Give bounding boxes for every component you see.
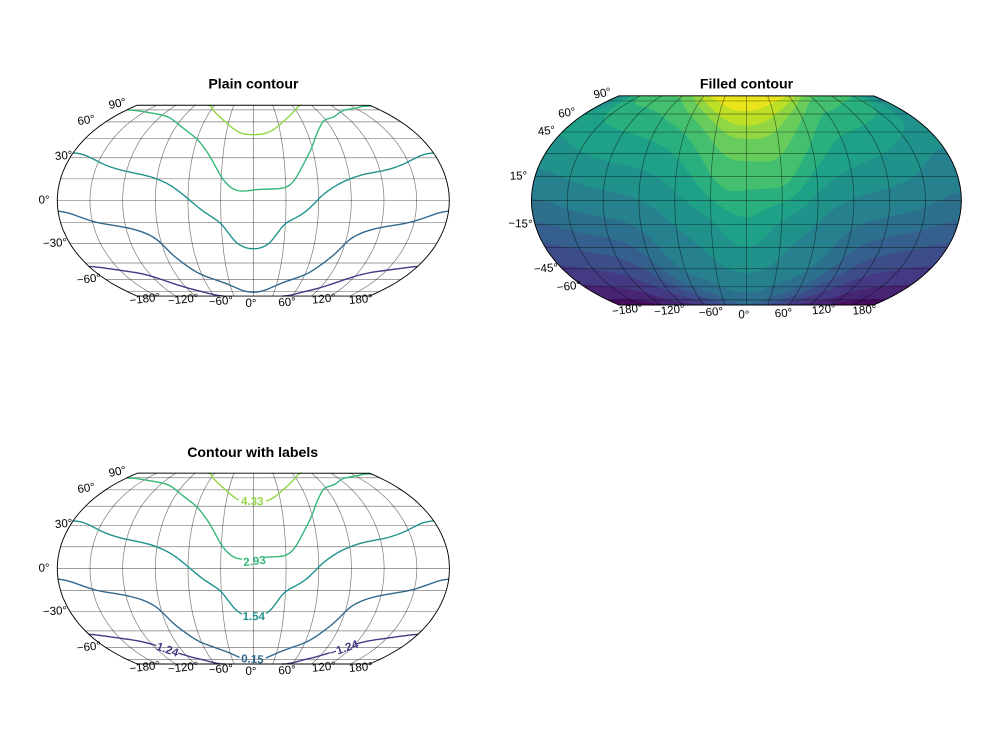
svg-text:−60°: −60° <box>208 663 233 677</box>
svg-text:Contour with labels: Contour with labels <box>187 444 318 460</box>
svg-text:90°: 90° <box>108 465 128 480</box>
svg-text:90°: 90° <box>593 86 613 101</box>
svg-text:−45°: −45° <box>533 262 558 276</box>
svg-text:0°: 0° <box>38 563 49 575</box>
svg-text:−60°: −60° <box>699 306 724 320</box>
svg-text:−180°: −180° <box>611 303 643 319</box>
svg-text:0°: 0° <box>246 298 257 310</box>
svg-text:60°: 60° <box>77 113 96 128</box>
svg-text:180°: 180° <box>852 304 877 318</box>
svg-text:−60°: −60° <box>76 640 101 654</box>
svg-text:1.54: 1.54 <box>242 611 265 623</box>
svg-text:15°: 15° <box>510 170 528 183</box>
svg-text:60°: 60° <box>557 106 576 121</box>
svg-text:30°: 30° <box>55 518 73 531</box>
svg-text:60°: 60° <box>278 664 296 677</box>
svg-text:0°: 0° <box>738 309 749 321</box>
svg-text:−15°: −15° <box>508 218 533 231</box>
svg-text:Filled contour: Filled contour <box>700 75 794 91</box>
svg-text:30°: 30° <box>55 150 73 163</box>
svg-text:−60°: −60° <box>556 280 581 294</box>
svg-text:60°: 60° <box>278 296 296 309</box>
svg-text:2.93: 2.93 <box>243 555 267 569</box>
svg-text:−30°: −30° <box>43 237 68 250</box>
svg-text:0°: 0° <box>246 666 257 678</box>
svg-text:4.33: 4.33 <box>241 496 264 508</box>
svg-text:45°: 45° <box>537 124 556 138</box>
svg-text:60°: 60° <box>774 307 792 320</box>
svg-text:0.15: 0.15 <box>241 653 265 666</box>
svg-text:120°: 120° <box>811 303 836 317</box>
svg-text:−60°: −60° <box>76 272 101 286</box>
svg-text:60°: 60° <box>77 482 96 497</box>
svg-text:−120°: −120° <box>654 303 686 318</box>
svg-text:90°: 90° <box>108 97 128 112</box>
svg-text:−60°: −60° <box>208 295 233 309</box>
svg-text:−30°: −30° <box>43 605 68 618</box>
svg-text:Plain contour: Plain contour <box>208 76 299 92</box>
svg-text:0°: 0° <box>38 194 49 206</box>
